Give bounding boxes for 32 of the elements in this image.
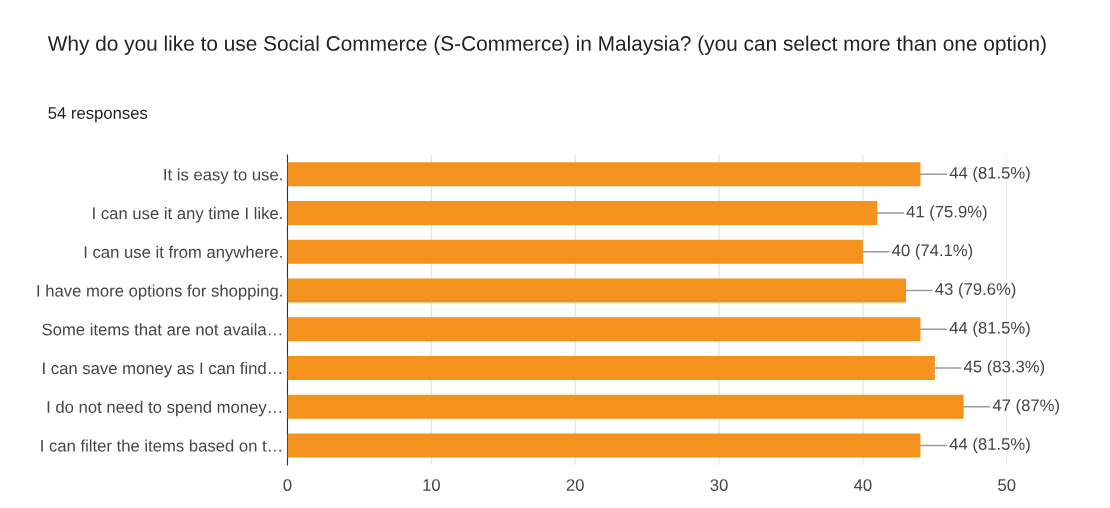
data-label: 41 (75.9%) <box>906 205 987 221</box>
x-tick-label: 10 <box>423 479 440 491</box>
bar <box>287 239 863 264</box>
data-label: 43 (79.6%) <box>935 282 1016 299</box>
y-tick-label: I can save money as I can find… <box>43 361 282 378</box>
x-tick-label: 20 <box>566 479 584 491</box>
y-tick-label: I can use it any time I like. <box>93 207 282 223</box>
data-label: 44 (81.5%) <box>949 166 1030 183</box>
data-label: 45 (83.3%) <box>964 360 1045 376</box>
bar <box>287 317 921 342</box>
y-tick-label: I can use it from anywhere. <box>84 245 282 262</box>
bar <box>287 433 921 458</box>
bar <box>287 201 878 226</box>
x-tick-label: 0 <box>283 479 292 491</box>
chart-title: Why do you like to use Social Commerce (S-Commerce) in Malaysia? (you can select more than one option) <box>47 35 1046 55</box>
x-tick-label: 40 <box>854 479 872 491</box>
data-label: 44 (81.5%) <box>949 321 1030 338</box>
data-label: 40 (74.1%) <box>892 244 973 260</box>
data-label: 44 (81.5%) <box>949 437 1030 454</box>
y-tick-label: I can filter the items based on t… <box>41 439 282 452</box>
y-tick-label: It is easy to use. <box>164 168 282 184</box>
bar <box>287 355 935 380</box>
y-tick-label: I do not need to spend money… <box>47 400 282 417</box>
bar <box>287 162 921 187</box>
bar <box>287 278 907 303</box>
text: 54 responses <box>48 107 148 123</box>
x-tick-label: 30 <box>710 479 728 491</box>
data-label: 47 (87%) <box>992 398 1059 415</box>
x-tick-label: 50 <box>998 479 1016 491</box>
bar <box>287 394 964 419</box>
y-tick-label: I have more options for shopping. <box>37 284 282 301</box>
y-tick-label: Some items that are not availa… <box>42 323 282 336</box>
